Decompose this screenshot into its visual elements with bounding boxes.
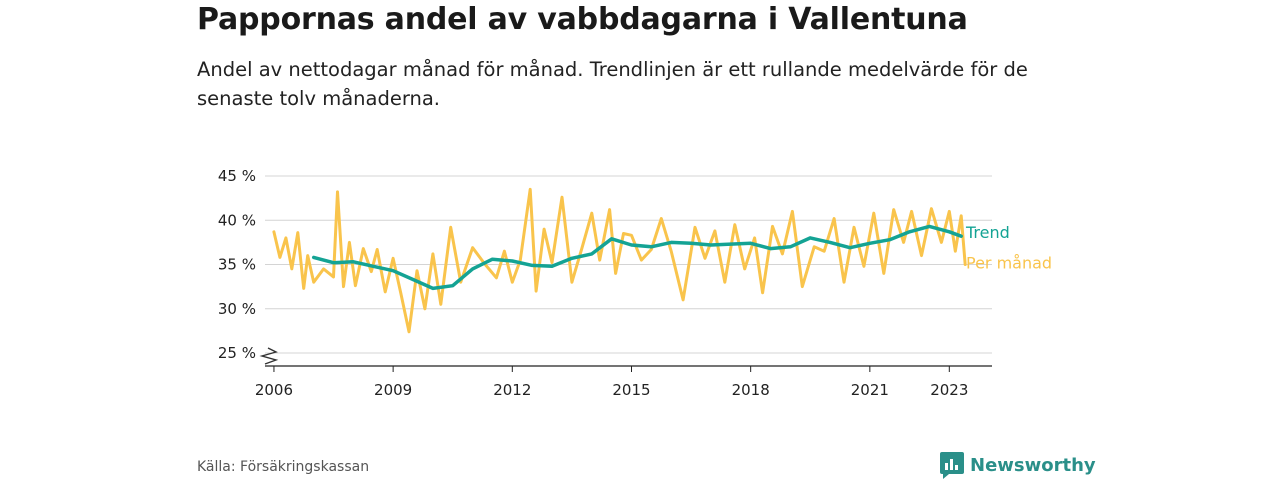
axis-break-icon <box>259 347 279 365</box>
chart-title: Pappornas andel av vabbdagarna i Vallent… <box>197 2 968 37</box>
series-label-per-manad: Per månad <box>966 254 1052 273</box>
chart-subtitle: Andel av nettodagar månad för månad. Tre… <box>197 58 1028 110</box>
series-lines <box>272 187 967 334</box>
x-tick-label: 2009 <box>374 381 412 399</box>
x-tick-label: 2018 <box>732 381 770 399</box>
brand-name: Newsworthy <box>970 455 1096 476</box>
brand-logo: Newsworthy <box>940 452 1096 479</box>
y-axis-ticks: 25 % 30 % 35 % 40 % 45 % <box>218 167 256 362</box>
series-line-trend <box>311 224 963 291</box>
source-note: Källa: Försäkringskassan <box>197 459 370 475</box>
series-label-trend: Trend <box>965 223 1010 242</box>
y-tick-label: 40 % <box>218 211 256 229</box>
newsworthy-logo-icon <box>940 452 964 479</box>
x-tick-label: 2015 <box>612 381 650 399</box>
x-axis-ticks: 2006 2009 2012 2015 2018 2021 2023 <box>255 366 968 399</box>
x-tick-label: 2023 <box>930 381 968 399</box>
series-line-per-manad <box>272 187 967 334</box>
y-tick-label: 45 % <box>218 167 256 185</box>
y-tick-label: 30 % <box>218 300 256 318</box>
y-tick-label: 25 % <box>218 344 256 362</box>
x-tick-label: 2021 <box>851 381 889 399</box>
line-chart: 25 % 30 % 35 % 40 % 45 % 2006 2009 2012 2015 201… <box>218 167 1052 399</box>
y-tick-label: 35 % <box>218 256 256 274</box>
grid-lines <box>265 175 992 367</box>
series-labels: Trend Per månad <box>965 223 1052 272</box>
x-tick-label: 2012 <box>493 381 531 399</box>
x-tick-label: 2006 <box>255 381 293 399</box>
